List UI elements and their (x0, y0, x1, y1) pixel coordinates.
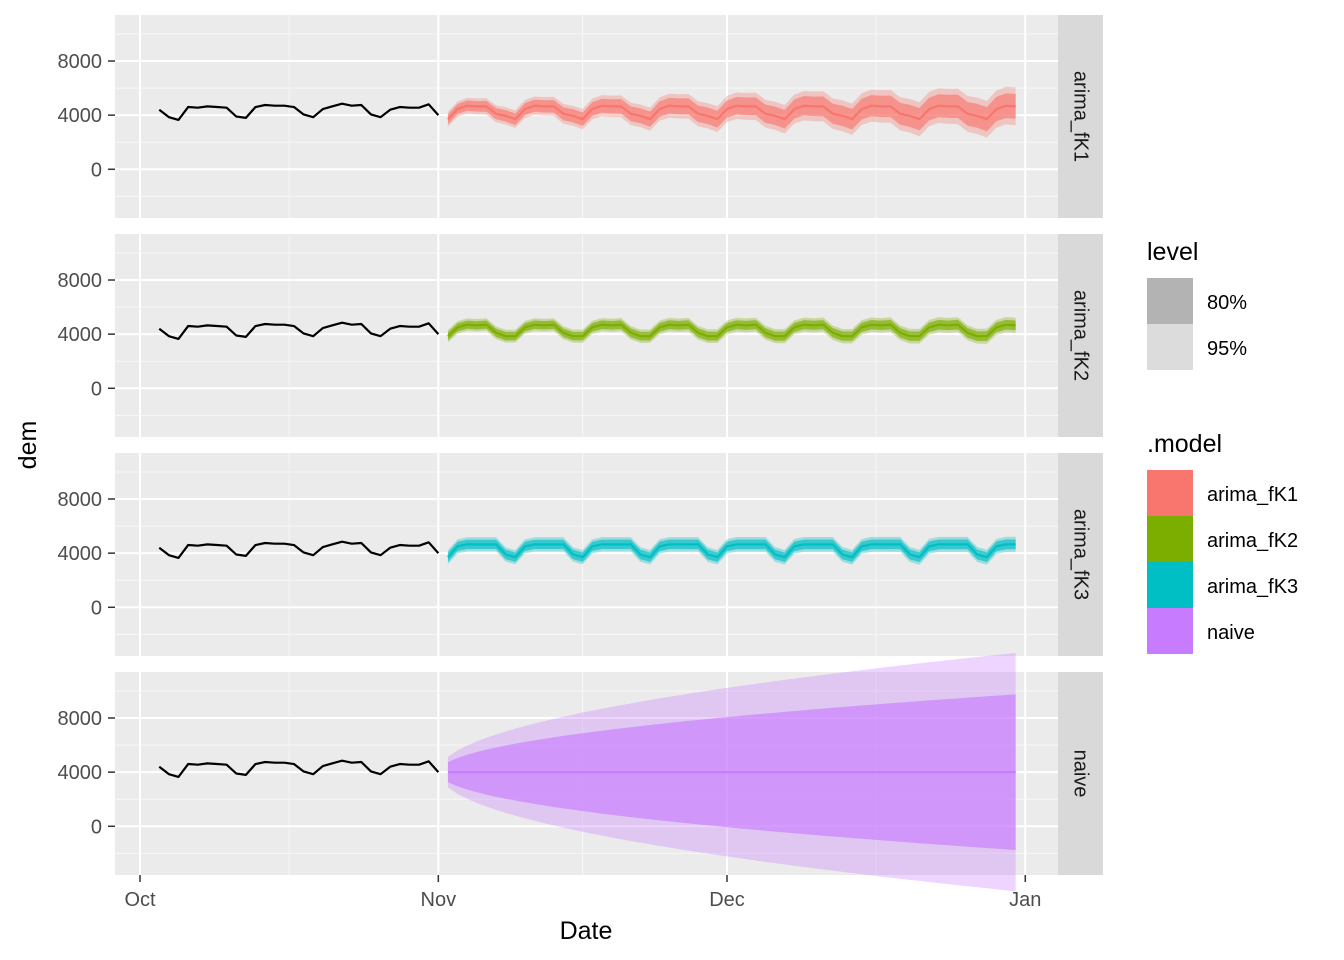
forecast-mean-line (447, 543, 1016, 559)
panels-layer: 0 4000 8000 arima_fK1 0 4000 8000 arima_fK2 0 400… (58, 15, 1103, 892)
legend-model-arima-fk3-label: arima_fK3 (1207, 576, 1298, 598)
facet-strip (1058, 672, 1103, 875)
x-tick-label: Nov (421, 889, 457, 911)
panel-arima-fk2: 0 4000 8000 arima_fK2 (58, 234, 1103, 437)
legend-model-naive-label: naive (1207, 622, 1255, 644)
legend-model-title: .model (1147, 430, 1222, 458)
history-line (158, 540, 440, 559)
legend-model-arima-fk1-key (1147, 470, 1193, 516)
y-tick-label: 0 (91, 159, 102, 181)
panel-arima-fk1: 0 4000 8000 arima_fK1 (58, 15, 1103, 218)
panel-naive: 0 4000 8000 naive (58, 652, 1103, 892)
y-axis-title: dem (14, 421, 42, 470)
history-line (158, 102, 440, 121)
y-tick-label: 4000 (58, 105, 103, 127)
y-tick-label: 8000 (58, 708, 103, 730)
legend-model-naive-key (1147, 608, 1193, 654)
history-line (158, 759, 440, 778)
y-tick-label: 0 (91, 816, 102, 838)
legend-level-title: level (1147, 238, 1198, 266)
facet-strip-label: naive (1070, 750, 1092, 798)
x-axis: Oct Nov Dec Jan (124, 875, 1041, 911)
legend-level-80-label: 80% (1207, 292, 1247, 314)
y-tick-label: 8000 (58, 51, 103, 73)
legend-level-95-key (1147, 324, 1193, 370)
y-tick-label: 4000 (58, 543, 103, 565)
forecast-80-band (447, 93, 1016, 132)
facet-strip (1058, 234, 1103, 437)
y-tick-label: 0 (91, 597, 102, 619)
x-tick-label: Oct (124, 889, 156, 911)
legend-model-arima-fk3-key (1147, 562, 1193, 608)
x-axis-title: Date (560, 917, 613, 945)
x-tick-label: Jan (1009, 889, 1041, 911)
history-line (158, 321, 440, 340)
legend-level-95-label: 95% (1207, 338, 1247, 360)
facet-strip-label: arima_fK2 (1070, 290, 1092, 381)
facet-strip (1058, 15, 1103, 218)
facet-strip (1058, 453, 1103, 656)
y-tick-label: 4000 (58, 324, 103, 346)
legend-model-arima-fk2-label: arima_fK2 (1207, 530, 1298, 552)
forecast-mean-line (447, 104, 1016, 121)
y-tick-label: 4000 (58, 762, 103, 784)
facet-strip-label: arima_fK1 (1070, 71, 1092, 162)
panel-arima-fk3: 0 4000 8000 arima_fK3 (58, 453, 1103, 656)
legend-level-80-key (1147, 278, 1193, 324)
x-tick-label: Dec (709, 889, 745, 911)
legend-model-arima-fk1-label: arima_fK1 (1207, 484, 1298, 506)
legend: level 80% 95% .model arima_fK1 arima_fK2… (1147, 238, 1298, 654)
legend-model-arima-fk2-key (1147, 516, 1193, 562)
y-tick-label: 8000 (58, 489, 103, 511)
y-tick-label: 0 (91, 378, 102, 400)
y-tick-label: 8000 (58, 270, 103, 292)
facet-strip-label: arima_fK3 (1070, 509, 1092, 600)
forecast-mean-line (447, 323, 1016, 338)
